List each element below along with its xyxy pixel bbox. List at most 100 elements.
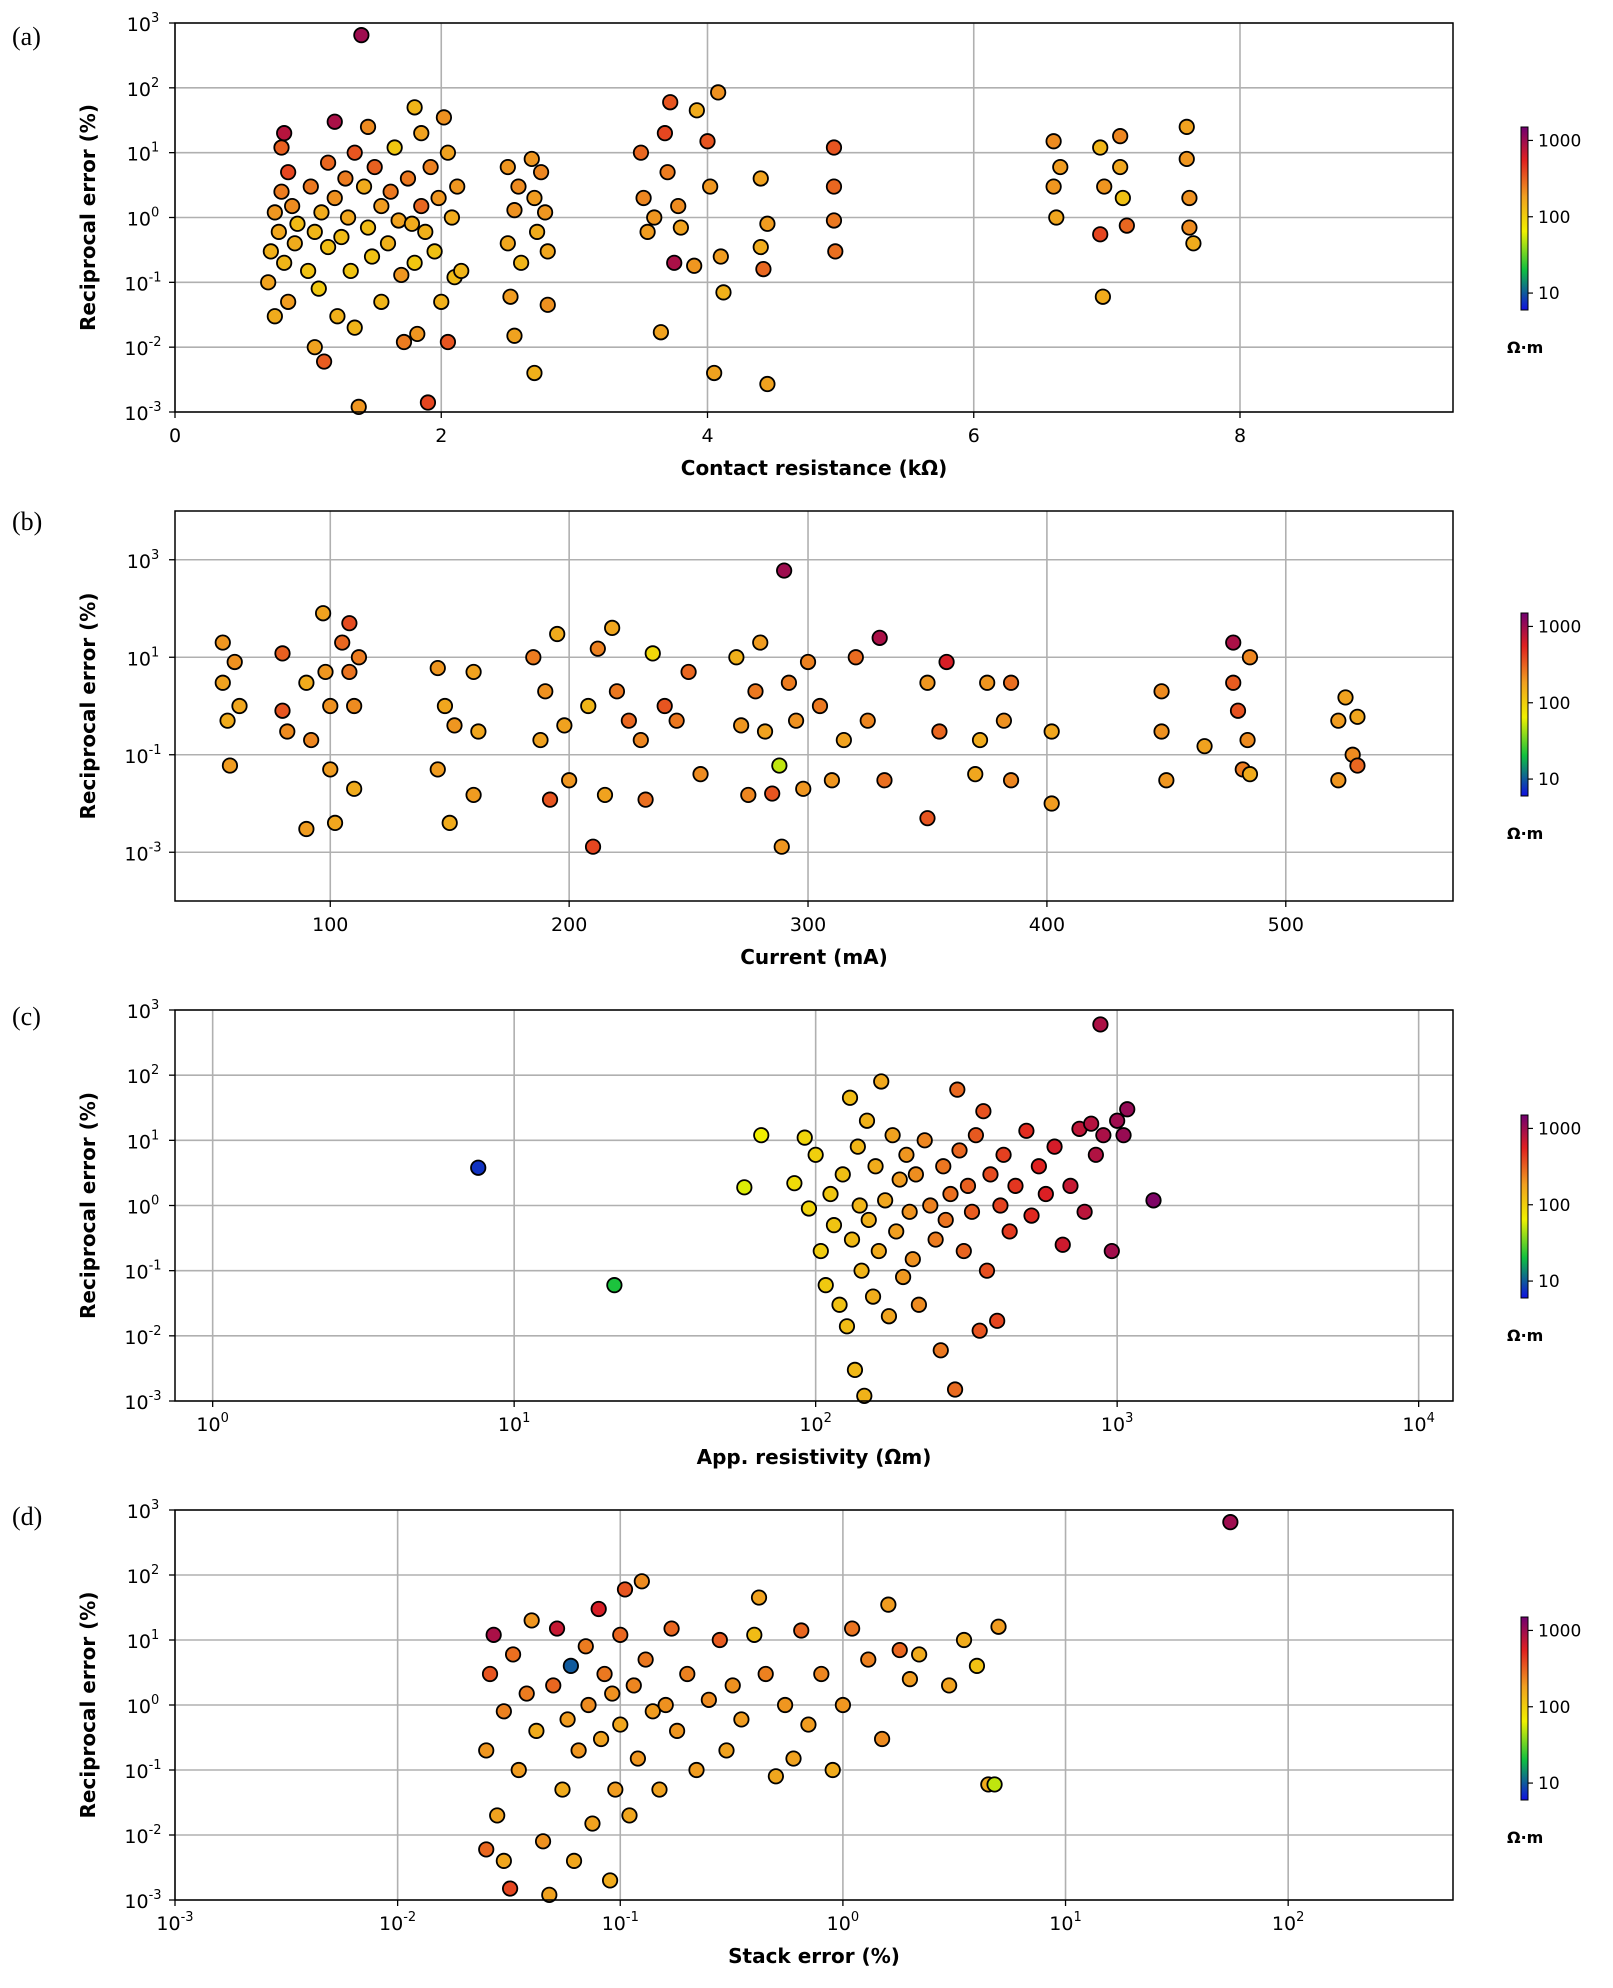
data-point bbox=[1046, 1138, 1063, 1155]
data-point bbox=[864, 1288, 882, 1305]
x-tick-exponent: 0 bbox=[851, 1910, 859, 1925]
y-tick-label: 10-1 bbox=[124, 270, 161, 295]
data-point bbox=[1007, 1177, 1024, 1194]
y-tick-exponent: -3 bbox=[149, 840, 162, 855]
data-point bbox=[847, 649, 864, 666]
data-point bbox=[860, 1211, 877, 1229]
colorbar-unit-label: Ω·m bbox=[1507, 824, 1543, 843]
y-tick-label: 10-2 bbox=[124, 1324, 161, 1349]
data-point bbox=[1048, 209, 1065, 226]
colorbar-gradient bbox=[1520, 126, 1529, 311]
data-point bbox=[835, 731, 852, 749]
data-point bbox=[386, 139, 403, 156]
data-point bbox=[620, 712, 637, 729]
data-point bbox=[435, 109, 453, 126]
data-point bbox=[433, 293, 450, 310]
y-tick-exponent: 0 bbox=[151, 1693, 159, 1708]
data-point bbox=[679, 1665, 696, 1683]
y-tick-exponent: -1 bbox=[149, 743, 162, 758]
data-point bbox=[692, 766, 709, 783]
data-point bbox=[1052, 158, 1069, 176]
data-point bbox=[860, 1651, 877, 1668]
x-axis: 0 2 4 6 8 bbox=[169, 412, 1246, 447]
data-point bbox=[504, 1646, 522, 1663]
data-point bbox=[1030, 1158, 1047, 1175]
data-point bbox=[656, 125, 674, 142]
y-tick-label: 102 bbox=[127, 76, 159, 101]
data-point bbox=[322, 697, 339, 715]
data-point bbox=[526, 364, 543, 382]
data-point bbox=[346, 780, 363, 797]
data-point bbox=[326, 189, 343, 207]
x-axis-label: App. resistivity (Ωm) bbox=[697, 1445, 932, 1469]
data-point bbox=[1096, 178, 1113, 195]
data-point bbox=[409, 325, 426, 343]
data-point bbox=[1225, 674, 1242, 691]
x-axis-label: Contact resistance (kΩ) bbox=[681, 456, 947, 480]
x-tick-label: 2 bbox=[435, 425, 447, 447]
data-point bbox=[329, 308, 346, 325]
data-point bbox=[632, 731, 649, 749]
data-point bbox=[548, 1620, 566, 1637]
data-point bbox=[986, 1776, 1003, 1793]
data-point bbox=[1349, 708, 1366, 725]
data-point bbox=[306, 223, 323, 240]
colorbar-tick-label: 10 bbox=[1538, 1272, 1560, 1292]
y-axis-label: Reciprocal error (%) bbox=[76, 593, 100, 820]
colorbar-tick-label: 1000 bbox=[1538, 131, 1581, 151]
data-point bbox=[539, 296, 556, 313]
data-point bbox=[800, 1716, 817, 1733]
data-point bbox=[502, 288, 519, 305]
data-point bbox=[891, 1641, 908, 1659]
plot-frame bbox=[174, 510, 1454, 902]
data-point bbox=[858, 1112, 876, 1129]
data-point bbox=[534, 1833, 552, 1850]
data-point bbox=[937, 1211, 954, 1229]
x-tick-label: 102 bbox=[1272, 1910, 1304, 1935]
x-tick-exponent: 2 bbox=[1296, 1910, 1304, 1925]
data-point bbox=[633, 1573, 650, 1590]
data-point bbox=[759, 375, 776, 393]
data-point bbox=[313, 204, 330, 221]
data-point bbox=[637, 1651, 654, 1668]
data-point bbox=[871, 629, 888, 646]
data-point bbox=[601, 1872, 619, 1889]
data-point bbox=[841, 1089, 859, 1106]
data-point bbox=[1119, 1101, 1136, 1118]
data-point bbox=[793, 1622, 810, 1639]
data-point bbox=[465, 786, 482, 804]
data-point bbox=[780, 674, 798, 691]
data-point bbox=[922, 1197, 939, 1214]
colorbar-gradient bbox=[1520, 612, 1529, 797]
data-point bbox=[350, 649, 368, 666]
data-point bbox=[975, 1103, 992, 1120]
data-point bbox=[430, 189, 447, 207]
data-point bbox=[559, 1711, 576, 1728]
y-tick-exponent: 1 bbox=[151, 645, 159, 660]
data-point bbox=[1222, 1514, 1239, 1531]
colorbar-tick-label: 1000 bbox=[1538, 617, 1581, 637]
data-point bbox=[315, 605, 332, 622]
y-tick-label: 103 bbox=[127, 548, 159, 573]
data-point bbox=[443, 209, 460, 226]
y-tick-exponent: -1 bbox=[149, 1259, 162, 1274]
data-point bbox=[907, 1166, 924, 1183]
y-tick-label: 101 bbox=[127, 1628, 159, 1653]
data-point bbox=[353, 27, 370, 44]
data-point bbox=[556, 717, 573, 734]
data-point bbox=[541, 791, 559, 808]
grid-lines bbox=[175, 511, 1453, 901]
data-point bbox=[1225, 634, 1242, 651]
data-point bbox=[904, 1251, 921, 1268]
scatter-points bbox=[260, 27, 1202, 415]
x-tick-exponent: 2 bbox=[824, 1411, 832, 1426]
colorbar-gradient bbox=[1520, 1114, 1529, 1299]
data-point bbox=[1185, 235, 1202, 252]
data-point bbox=[526, 189, 543, 207]
data-point bbox=[919, 674, 936, 691]
data-point bbox=[273, 183, 290, 200]
colorbar: 1000 100 10 Ω·m bbox=[1507, 1114, 1581, 1345]
